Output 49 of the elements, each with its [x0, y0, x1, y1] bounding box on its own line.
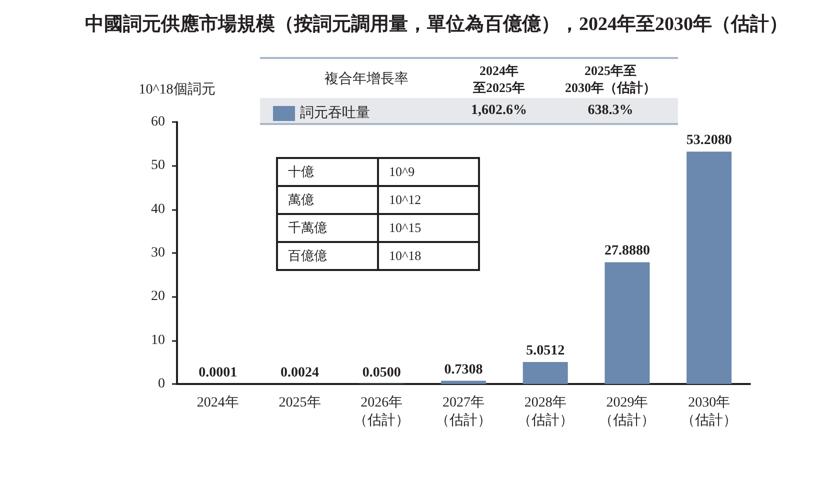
bar [441, 380, 486, 384]
table-cell: 十億 [277, 158, 378, 186]
x-tick-label: 2026年（估計） [354, 394, 410, 428]
table-cell: 10^12 [378, 186, 479, 214]
x-tick-label: 2028年（估計） [517, 394, 574, 428]
table-cell: 百億億 [277, 242, 378, 270]
text: 複合年增長率 [324, 72, 408, 86]
y-tick-label: 50 [151, 158, 165, 174]
bar [604, 262, 650, 384]
y-tick-label: 60 [151, 114, 165, 130]
y-tick-label: 20 [151, 289, 165, 304]
annotation: 萬億 [288, 192, 314, 207]
data-label: 0.0500 [362, 365, 401, 380]
annotation: 10^18 [389, 248, 422, 263]
y-tick-label: 0 [158, 376, 165, 392]
bar [522, 362, 568, 384]
x-tick-label: 2024年 [196, 394, 239, 410]
data-label: 0.0024 [280, 365, 320, 380]
legend-label: 詞元吞吐量 [300, 105, 370, 121]
text: 2025年至 [584, 62, 638, 78]
data-label: 0.0001 [198, 366, 238, 380]
data-label: 5.0512 [526, 343, 565, 358]
annotation: 十億 [288, 164, 314, 179]
table-cell: 10^9 [378, 158, 479, 186]
chart-title: 中國詞元供應市場規模（按詞元調用量，單位為百億億），2024年至2030年（估計） [85, 13, 788, 35]
data-label: 27.8880 [604, 244, 650, 259]
annotation: 10^9 [389, 164, 415, 179]
text: 2024年 [478, 62, 520, 78]
y-axis-title: 10^18個詞元 [138, 82, 216, 98]
y-tick-label: 40 [151, 202, 165, 217]
annotation: 百億億 [288, 248, 327, 263]
data-label: 0.7308 [444, 362, 483, 378]
annotation: 10^12 [389, 192, 422, 207]
annotation: 千萬億 [288, 220, 327, 235]
table-cell: 千萬億 [277, 214, 378, 242]
data-label: 53.2080 [686, 133, 732, 148]
text: 至2025年 [472, 78, 526, 96]
x-tick-label: 2025年 [278, 394, 321, 410]
text: 2030年（估計） [564, 78, 657, 96]
x-tick-label: 2029年（估計） [599, 394, 656, 428]
x-tick-label: 2027年（估計） [436, 394, 492, 428]
bar [686, 152, 732, 384]
table-cell: 萬億 [277, 186, 378, 214]
y-tick-label: 30 [151, 246, 165, 260]
table-cell: 10^18 [378, 242, 479, 270]
x-tick-label: 2030年（估計） [681, 394, 738, 428]
table-cell: 10^15 [378, 214, 479, 242]
y-tick-label: 10 [151, 332, 165, 348]
annotation: 10^15 [389, 220, 422, 235]
